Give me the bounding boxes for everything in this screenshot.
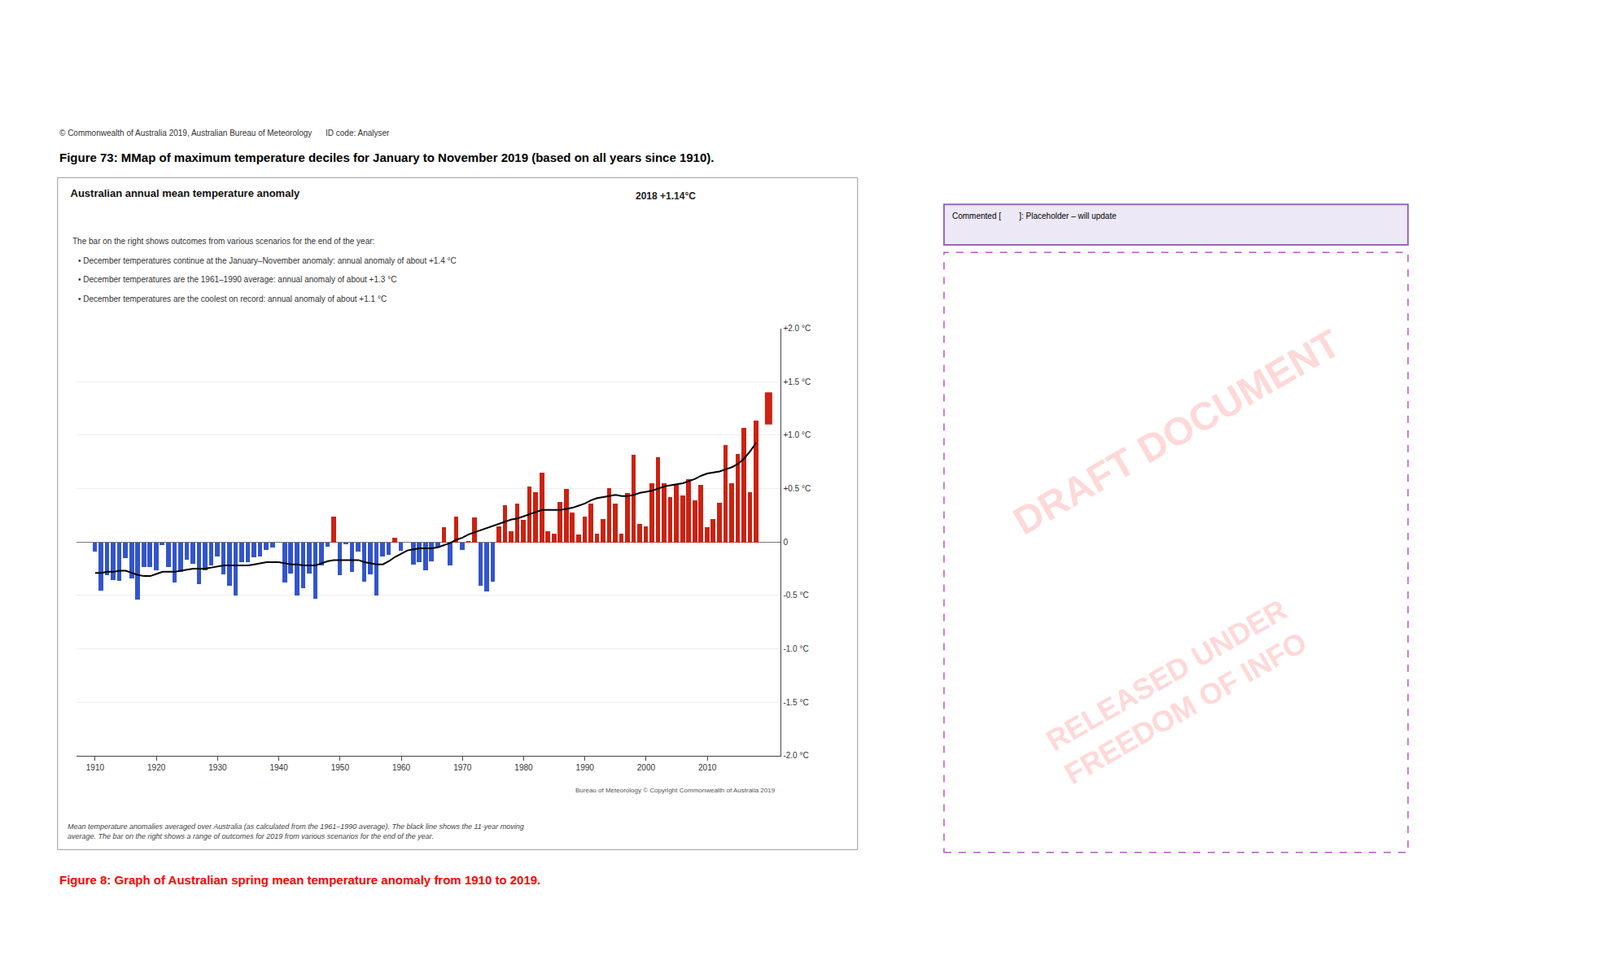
svg-text:RELEASED UNDERFREEDOM OF INFO: RELEASED UNDERFREEDOM OF INFO (1040, 592, 1313, 792)
svg-text:1910: 1910 (86, 763, 105, 773)
svg-text:Australian annual mean tempera: Australian annual mean temperature anoma… (70, 187, 302, 200)
svg-text:0: 0 (782, 537, 788, 547)
svg-text:1970: 1970 (453, 763, 473, 773)
svg-text:-2.0 °C: -2.0 °C (782, 751, 809, 761)
svg-text:1990: 1990 (576, 763, 595, 773)
svg-text:Figure 8: Graph of Australian: Figure 8: Graph of Australian spring mea… (59, 873, 541, 888)
svg-text:-1.0 °C: -1.0 °C (782, 644, 809, 654)
svg-text:1920: 1920 (147, 763, 167, 773)
svg-text:• December temperatures contin: • December temperatures continue at the … (78, 256, 457, 266)
svg-text:-0.5 °C: -0.5 °C (782, 590, 809, 600)
svg-text:• December temperatures are th: • December temperatures are the 1961–199… (78, 275, 397, 285)
svg-text:1940: 1940 (269, 763, 289, 773)
svg-text:2018 +1.14°C: 2018 +1.14°C (635, 190, 696, 202)
svg-text:1960: 1960 (392, 763, 411, 773)
svg-text:+0.5 °C: +0.5 °C (782, 484, 811, 494)
svg-text:Figure 73: MMap of maximum tem: Figure 73: MMap of maximum temperature d… (59, 150, 714, 165)
svg-text:• December temperatures are th: • December temperatures are the coolest … (78, 294, 387, 304)
svg-text:© Commonwealth of Australia 20: © Commonwealth of Australia 2019, Austra… (59, 128, 390, 138)
svg-text:+1.5 °C: +1.5 °C (782, 377, 811, 387)
svg-text:The bar on the right shows out: The bar on the right shows outcomes from… (72, 236, 375, 246)
svg-text:Commented [ ]: Placehol: Commented [ ]: Placeholder – will update (952, 211, 1117, 221)
svg-text:1950: 1950 (331, 763, 350, 773)
svg-text:2000: 2000 (637, 763, 656, 773)
svg-text:Bureau of Meteorology © Copyri: Bureau of Meteorology © Copyright Common… (575, 786, 776, 795)
svg-text:2010: 2010 (698, 763, 717, 773)
svg-text:Mean temperature anomalies ave: Mean temperature anomalies averaged over… (67, 822, 525, 841)
svg-text:+2.0 °C: +2.0 °C (782, 323, 811, 333)
svg-text:1930: 1930 (208, 763, 228, 773)
svg-text:+1.0 °C: +1.0 °C (782, 430, 811, 440)
svg-text:-1.5 °C: -1.5 °C (782, 698, 809, 708)
svg-text:1980: 1980 (514, 763, 534, 773)
svg-text:DRAFT DOCUMENT: DRAFT DOCUMENT (1005, 321, 1347, 544)
